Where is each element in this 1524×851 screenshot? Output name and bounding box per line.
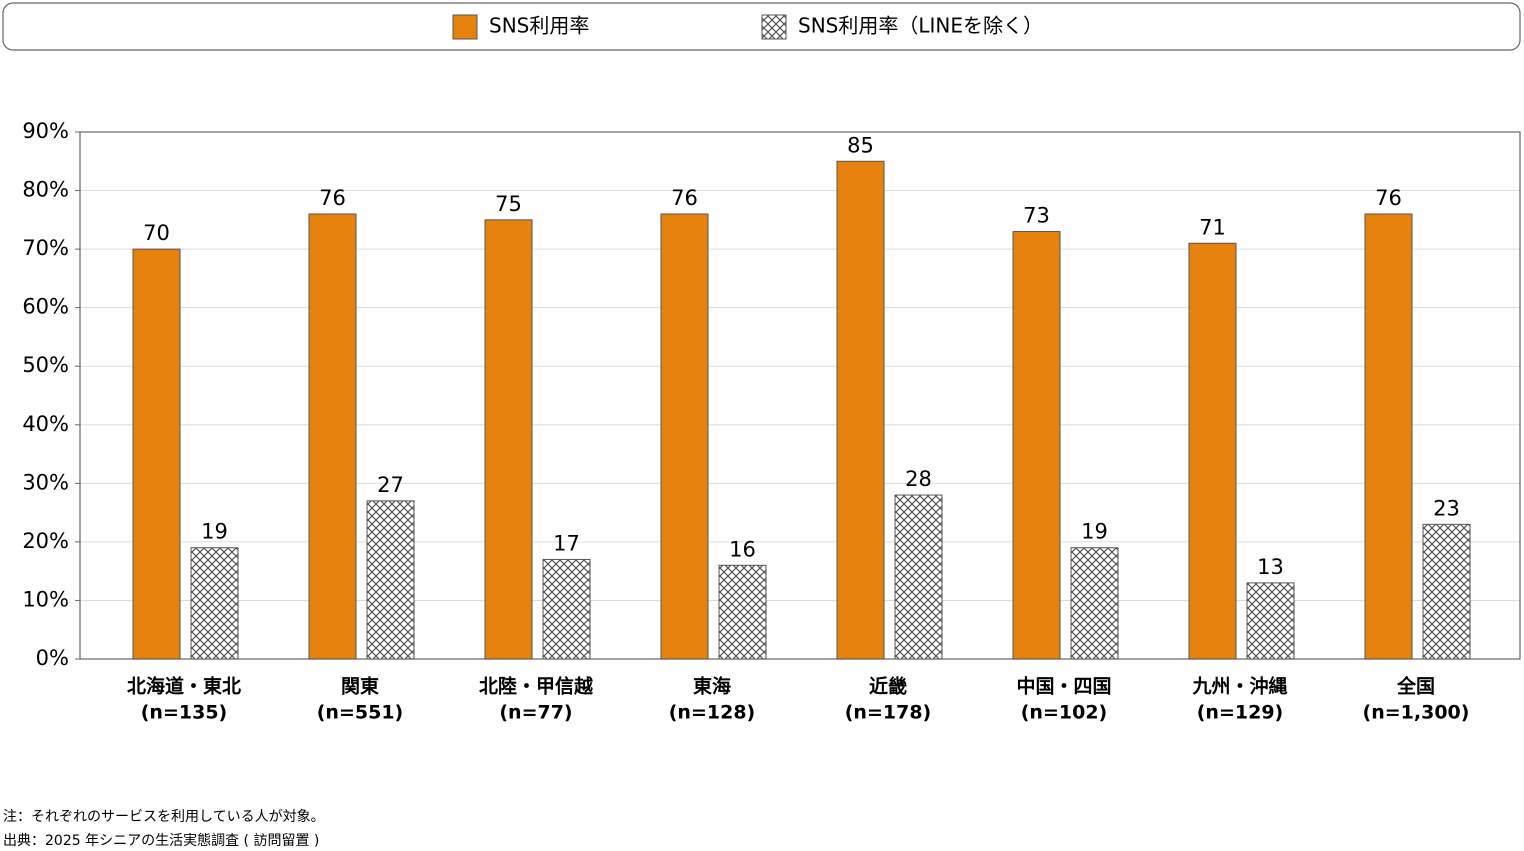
bar [718,564,767,660]
value-label: 19 [201,520,228,544]
bar [190,547,239,660]
value-label: 17 [553,531,580,555]
value-label: 16 [729,537,756,561]
x-tick-label: (n=551) [317,702,403,724]
x-tick-label: 近畿 [869,675,907,698]
value-label: 75 [495,192,522,216]
bar [836,160,885,660]
value-label: 76 [671,186,698,210]
legend-label: SNS利用率 [489,14,589,38]
bar [1188,242,1237,660]
plot-frame [79,131,1521,660]
value-label: 76 [319,186,346,210]
value-label: 76 [1375,186,1402,210]
x-tick-label: 中国・四国 [1016,675,1111,698]
x-tick-label: 九州・沖縄 [1191,675,1287,698]
bar [542,558,591,660]
y-tick-label: 70% [22,236,69,260]
footnote: 注：それぞれのサービスを利用している人が対象。 [3,809,325,825]
value-label: 73 [1023,204,1050,228]
bar [1012,231,1061,660]
y-tick-label: 80% [22,178,69,202]
value-label: 27 [377,473,404,497]
value-label: 19 [1081,520,1108,544]
y-tick-label: 20% [22,529,69,553]
legend-swatch [452,14,478,40]
x-tick-label: (n=77) [499,702,572,724]
x-tick-label: 東海 [693,675,731,698]
bar [308,213,357,660]
x-tick-label: (n=102) [1021,702,1107,724]
x-tick-label: 北陸・甲信越 [479,675,594,698]
x-tick-label: (n=128) [669,702,755,724]
legend-swatch [761,14,787,40]
legend-label: SNS利用率（LINEを除く） [798,14,1043,38]
x-tick-label: (n=1,300) [1363,702,1470,724]
bar [1364,213,1413,660]
x-tick-label: (n=135) [141,702,227,724]
bar [366,500,415,660]
bar [894,494,943,660]
value-label: 71 [1199,215,1226,239]
x-tick-label: 北海道・東北 [127,675,241,698]
bar [132,248,181,660]
value-label: 70 [143,221,170,245]
y-tick-label: 0% [36,646,69,670]
bar [1246,582,1295,660]
value-label: 85 [847,133,874,157]
bar [660,213,709,660]
y-tick-label: 50% [22,353,69,377]
value-label: 13 [1257,555,1284,579]
x-tick-label: (n=129) [1197,702,1283,724]
y-tick-label: 60% [22,295,69,319]
bar [1070,547,1119,660]
y-tick-label: 90% [22,119,69,143]
value-label: 28 [905,467,932,491]
x-tick-label: 全国 [1396,675,1435,698]
y-tick-label: 30% [22,470,69,494]
bar [1422,523,1471,660]
footnote: 出典：2025 年シニアの生活実態調査 ( 訪問留置 ) [3,833,319,849]
x-tick-label: (n=178) [845,702,931,724]
x-tick-label: 関東 [341,675,379,698]
y-tick-label: 10% [22,587,69,611]
value-label: 23 [1433,496,1460,520]
y-tick-label: 40% [22,412,69,436]
bar [484,219,533,660]
